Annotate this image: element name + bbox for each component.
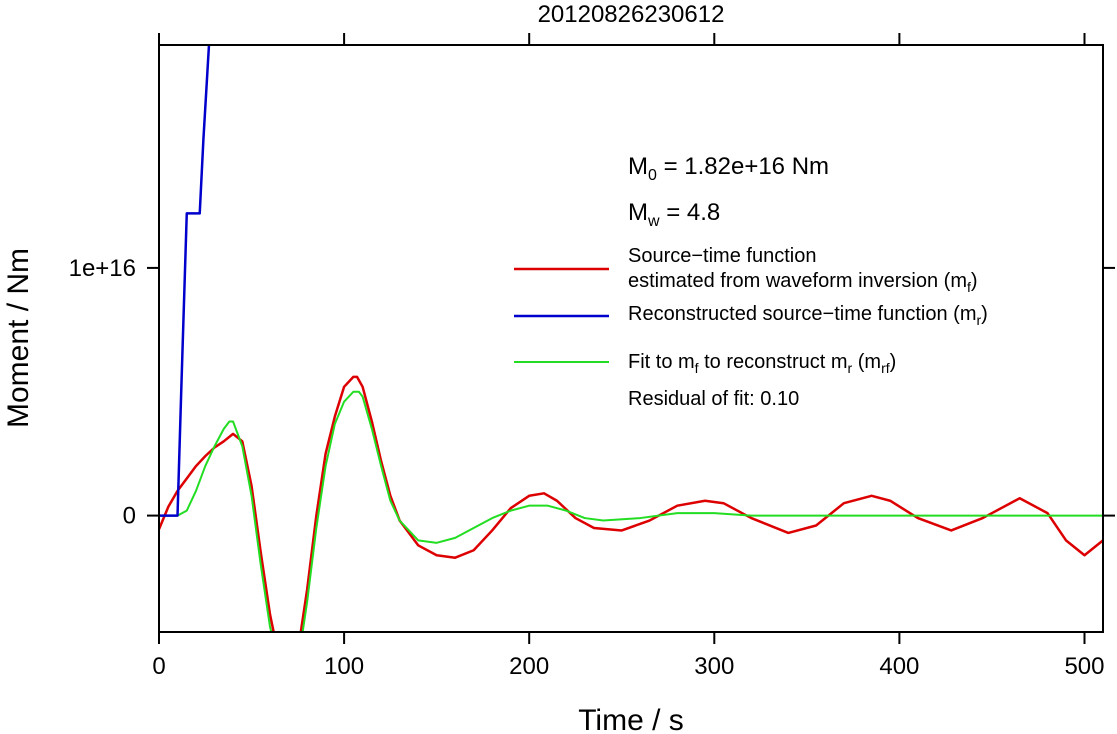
ticks-layer: 0 100 200 300 400 500 0 1e+16 (69, 33, 1115, 680)
seismic-moment-annotation: M0 = 1.82e+16 Nm (628, 153, 829, 184)
y-tick-label: 0 (123, 503, 136, 530)
legend-label: estimated from waveform inversion (mf) (628, 270, 978, 295)
series-line-1 (159, 375, 1103, 632)
y-tick-label: 1e+16 (69, 255, 136, 282)
x-axis-label: Time / s (578, 704, 684, 734)
x-tick-label: 200 (509, 653, 549, 680)
y-axis-label: Moment / Nm (2, 248, 35, 428)
series-line-3 (159, 45, 211, 517)
x-tick-label: 300 (694, 653, 734, 680)
x-tick-label: 100 (324, 653, 364, 680)
residual-annotation: Residual of fit: 0.10 (628, 388, 799, 410)
chart-title: 20120826230612 (538, 1, 725, 28)
x-tick-label: 0 (152, 653, 165, 680)
moment-magnitude-annotation: Mw = 4.8 (628, 199, 720, 230)
x-tick-label: 500 (1064, 653, 1104, 680)
legend-label: Fit to mf to reconstruct mr (mrf) (628, 351, 896, 376)
series-line-2 (159, 390, 1103, 632)
legend-label: Reconstructed source−time function (mr) (628, 303, 988, 328)
legend: Source−time function estimated from wavef… (514, 245, 988, 376)
plot-frame (158, 44, 1104, 633)
x-tick-label: 400 (879, 653, 919, 680)
series-layer (159, 45, 1103, 632)
legend-label: Source−time function (628, 245, 816, 267)
